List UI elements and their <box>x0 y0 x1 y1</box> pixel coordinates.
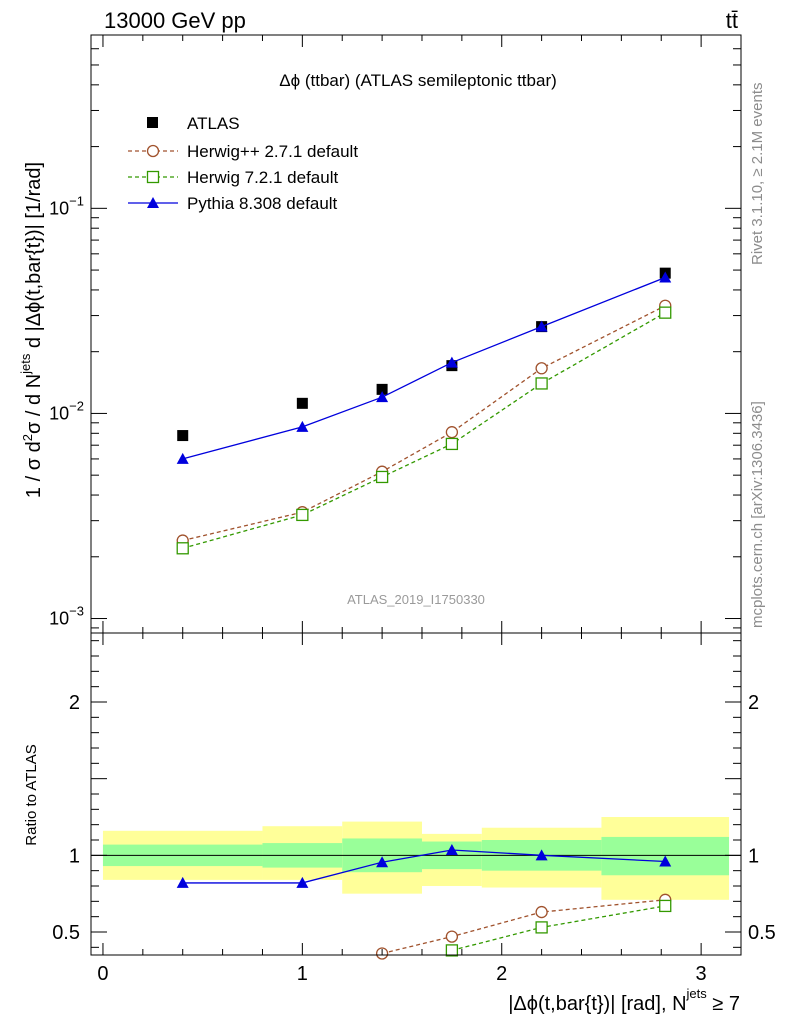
legend-marker-herwigpp <box>146 144 160 158</box>
legend-label-pythia: Pythia 8.308 default <box>187 194 338 213</box>
ratio-line-pythia-8-308-default <box>182 849 666 884</box>
ratio-y-tick-label-right-1: 1 <box>748 845 759 867</box>
ratio-y-tick-label-left-2: 2 <box>69 692 80 714</box>
main-point-herwig-7-2-1-default-2 <box>375 470 389 484</box>
ratio-point-herwig-7-2-1-default-2 <box>659 899 672 913</box>
ratio-point-herwig-7-2-1-default-0 <box>445 944 459 957</box>
main-point-herwig-2-7-1-default-3 <box>445 426 459 439</box>
main-y-tick-base: 10 <box>49 609 69 629</box>
ratio-point-pythia-8-308-default-0 <box>176 876 189 888</box>
main-y-tick-label-1: 10−2 <box>49 398 84 423</box>
mcplots-source-label: mcplots.cern.ch [arXiv:1306.3436] <box>749 401 766 628</box>
ratio-point-pythia-8-308-default-1 <box>296 876 309 888</box>
analysis-watermark: ATLAS_2019_I1750330 <box>347 592 485 607</box>
axis-ticks <box>91 35 742 955</box>
ratio-point-herwig-7-2-1-default-1 <box>535 921 548 934</box>
x-tick-label-1: 1 <box>297 963 308 985</box>
legend: ATLAS Herwig++ 2.7.1 default Herwig 7.2.… <box>128 114 358 213</box>
chart-title: Δϕ (ttbar) (ATLAS semileptonic ttbar) <box>279 71 557 90</box>
ratio-point-herwig-2-7-1-default-2 <box>535 905 548 919</box>
x-tick-label-0: 0 <box>97 963 108 985</box>
main-y-axis-label: 1 / σ d2σ / d Njets d |Δϕ(t,bar{t})| [1/… <box>18 162 45 498</box>
legend-label-herwig7: Herwig 7.2.1 default <box>187 168 338 187</box>
main-point-atlas-2 <box>376 383 388 395</box>
ratio-point-pythia-8-308-default-4 <box>535 849 548 861</box>
ratio-point-pythia-8-308-default-5 <box>659 855 672 867</box>
main-point-herwig-7-2-1-default-0 <box>176 542 189 555</box>
x-axis-label: |Δϕ(t,bar{t})| [rad], Njets ≥ 7 <box>508 986 740 1015</box>
main-y-tick-exp: −1 <box>69 193 84 208</box>
xlabel-part-2: ≥ 7 <box>707 993 740 1015</box>
main-y-tick-exp: −2 <box>69 398 84 413</box>
main-point-herwig-2-7-1-default-4 <box>535 362 548 375</box>
main-line-herwig-2-7-1-default <box>182 305 666 542</box>
main-y-tick-exp: −3 <box>69 604 84 619</box>
x-tick-label-2: 2 <box>496 963 507 985</box>
main-point-pythia-8-308-default-5 <box>659 271 672 283</box>
header-right: tt̄ <box>726 8 738 33</box>
main-point-atlas-1 <box>296 397 308 409</box>
ylabel-sup-2: jets <box>18 353 33 375</box>
ratio-uncertainty-bands <box>102 817 730 900</box>
ylabel-part-1: 1 / σ d <box>23 441 45 498</box>
main-point-herwig-7-2-1-default-1 <box>296 508 309 522</box>
main-line-pythia-8-308-default <box>182 276 666 460</box>
main-y-tick-base: 10 <box>49 198 69 218</box>
main-point-pythia-8-308-default-0 <box>176 452 189 464</box>
ratio-point-herwig-2-7-1-default-1 <box>445 930 459 943</box>
main-point-pythia-8-308-default-3 <box>445 356 458 368</box>
ratio-point-pythia-8-308-default-3 <box>445 843 458 855</box>
legend-marker-atlas <box>147 117 158 128</box>
main-point-pythia-8-308-default-1 <box>296 420 309 432</box>
x-tick-label-3: 3 <box>696 963 707 985</box>
rivet-version-label: Rivet 3.1.10, ≥ 2.1M events <box>749 83 766 266</box>
main-y-tick-label-2: 10−3 <box>49 604 84 629</box>
axis-tick-labels: 10−110−210−30.5 0.51 12 20 1 2 3 <box>49 193 776 985</box>
main-point-pythia-8-308-default-4 <box>535 320 548 332</box>
ratio-y-tick-label-right-2: 2 <box>748 692 759 714</box>
series-marks <box>176 267 672 960</box>
xlabel-sup: jets <box>686 986 708 1001</box>
header-left: 13000 GeV pp <box>104 8 246 33</box>
main-point-atlas-0 <box>177 430 189 442</box>
ylabel-part-3: d |Δϕ(t,bar{t})| [1/rad] <box>23 162 45 354</box>
ylabel-sup-1: 2 <box>20 434 35 441</box>
legend-marker-herwig7 <box>146 170 160 184</box>
ratio-y-tick-label-left-0: 0.5 <box>52 922 80 944</box>
ratio-frame <box>90 632 742 956</box>
ratio-point-pythia-8-308-default-2 <box>376 856 389 868</box>
legend-label-atlas: ATLAS <box>187 114 240 133</box>
ratio-y-tick-label-right-0: 0.5 <box>748 922 776 944</box>
main-y-tick-base: 10 <box>49 403 69 423</box>
main-point-pythia-8-308-default-2 <box>376 391 389 403</box>
ratio-y-tick-label-left-1: 1 <box>69 845 80 867</box>
ylabel-part-2: σ / d N <box>23 374 45 434</box>
main-y-tick-label-0: 10−1 <box>49 193 84 218</box>
main-line-herwig-7-2-1-default <box>182 312 666 549</box>
main-point-herwig-7-2-1-default-5 <box>659 306 672 319</box>
legend-marker-pythia <box>147 197 159 208</box>
ratio-line-herwig-7-2-1-default <box>451 905 666 952</box>
ratio-y-axis-label: Ratio to ATLAS <box>23 744 40 845</box>
legend-label-herwigpp: Herwig++ 2.7.1 default <box>187 142 358 161</box>
main-point-herwig-7-2-1-default-3 <box>445 437 459 451</box>
ratio-line-herwig-2-7-1-default <box>381 899 666 955</box>
main-point-herwig-7-2-1-default-4 <box>535 377 548 390</box>
xlabel-part-1: |Δϕ(t,bar{t})| [rad], N <box>508 993 686 1015</box>
